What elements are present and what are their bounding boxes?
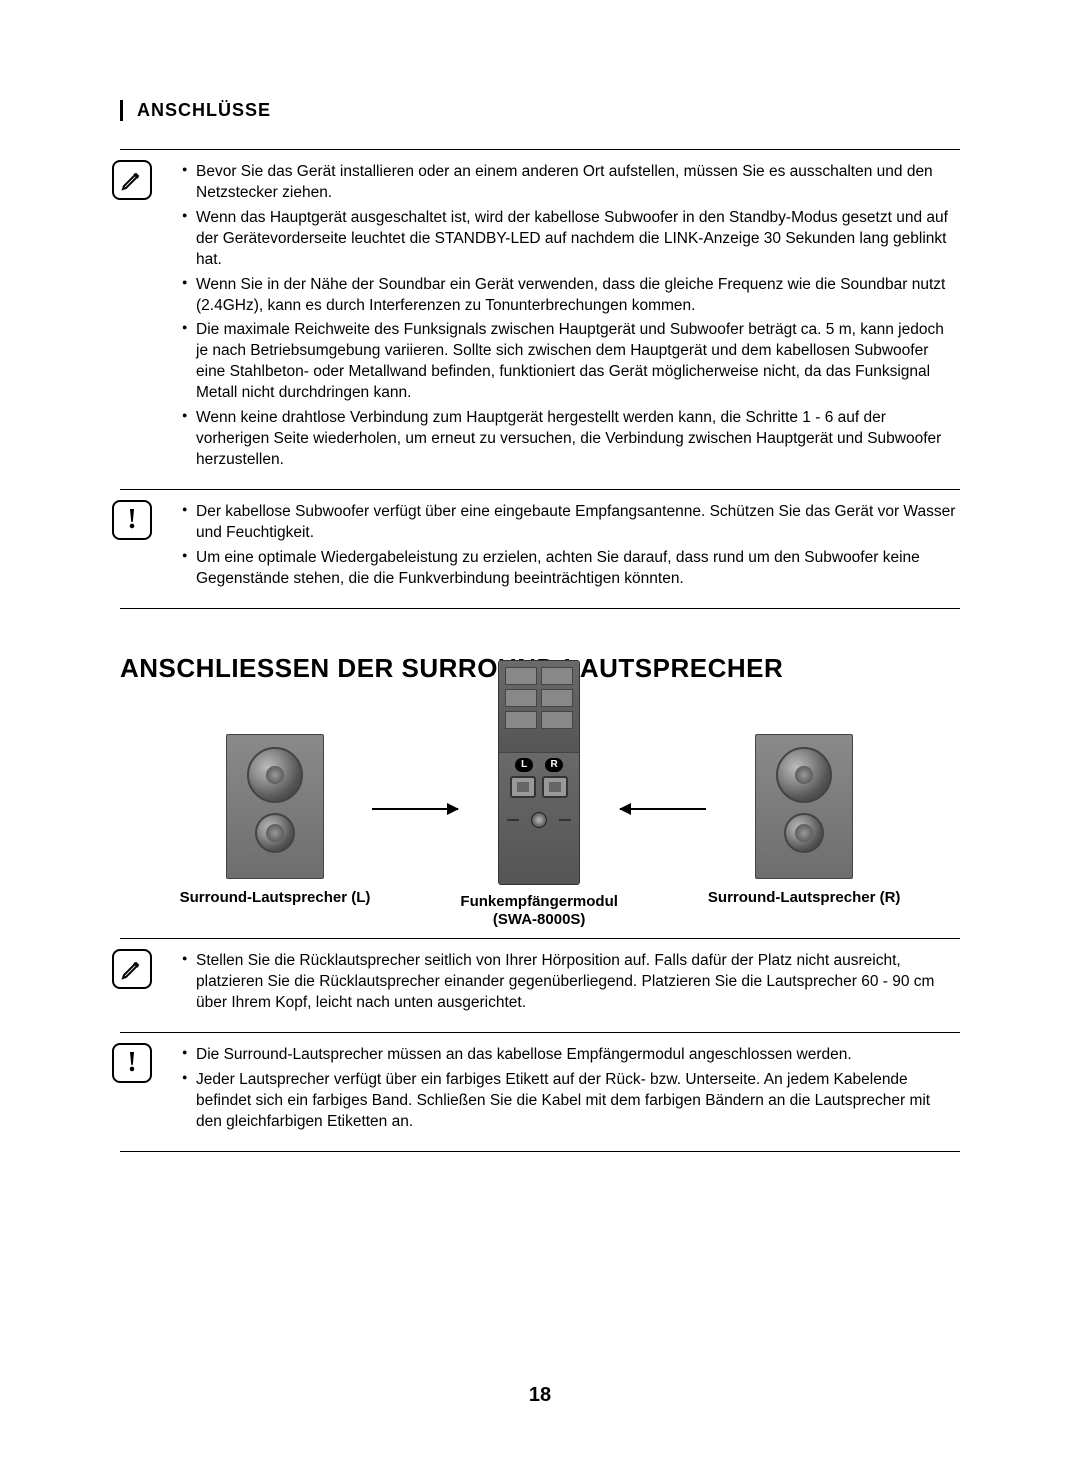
speaker-driver-small (255, 813, 295, 853)
receiver-module: L R Funkempfängermodul (SWA-8000S) (460, 660, 618, 931)
module-label-line2: (SWA-8000S) (493, 911, 586, 928)
speaker-box-right (755, 734, 853, 879)
speaker-right: Surround-Lautsprecher (R) (708, 734, 901, 906)
section-header: ANSCHLÜSSE (120, 100, 960, 121)
list-item: Der kabellose Subwoofer verfügt über ein… (182, 502, 960, 544)
dash-icon (559, 819, 571, 821)
list-item: Wenn keine drahtlose Verbindung zum Haup… (182, 408, 960, 471)
page-number: 18 (0, 1384, 1080, 1407)
module-label: Funkempfängermodul (SWA-8000S) (460, 893, 618, 931)
note-block-caution-2: ! Die Surround-Lautsprecher müssen an da… (120, 1033, 960, 1152)
pencil-icon (112, 949, 152, 989)
section-title: ANSCHLÜSSE (137, 100, 960, 121)
speaker-driver-small (784, 813, 824, 853)
note-list-3: Stellen Sie die Rücklautsprecher seitlic… (182, 951, 960, 1014)
module-label-line1: Funkempfängermodul (460, 893, 618, 910)
arrow-module-to-right (620, 808, 706, 810)
caution-icon: ! (112, 1043, 152, 1083)
speaker-left-label: Surround-Lautsprecher (L) (180, 889, 371, 906)
module-lr-labels: L R (499, 753, 579, 774)
caution-icon: ! (112, 500, 152, 540)
list-item: Stellen Sie die Rücklautsprecher seitlic… (182, 951, 960, 1014)
list-item: Um eine optimale Wiedergabeleistung zu e… (182, 548, 960, 590)
pencil-icon (112, 160, 152, 200)
arrow-left-to-module (372, 808, 458, 810)
note-list-1: Bevor Sie das Gerät installieren oder an… (182, 162, 960, 471)
list-item: Bevor Sie das Gerät installieren oder an… (182, 162, 960, 204)
module-hole (531, 812, 547, 828)
module-mid (499, 800, 579, 840)
module-l-badge: L (515, 758, 533, 772)
speaker-left: Surround-Lautsprecher (L) (180, 734, 371, 906)
speaker-driver (247, 747, 303, 803)
module-jacks (499, 774, 579, 800)
speaker-driver (776, 747, 832, 803)
jack-right (542, 776, 568, 798)
list-item: Die maximale Reichweite des Funksignals … (182, 320, 960, 404)
note-block-pencil-2: Stellen Sie die Rücklautsprecher seitlic… (120, 938, 960, 1033)
note-list-2: Der kabellose Subwoofer verfügt über ein… (182, 502, 960, 590)
list-item: Wenn Sie in der Nähe der Soundbar ein Ge… (182, 275, 960, 317)
connection-diagram: Surround-Lautsprecher (L) L R (120, 710, 960, 931)
dash-icon (507, 819, 519, 821)
speaker-right-label: Surround-Lautsprecher (R) (708, 889, 901, 906)
note-list-4: Die Surround-Lautsprecher müssen an das … (182, 1045, 960, 1133)
list-item: Wenn das Hauptgerät ausgeschaltet ist, w… (182, 208, 960, 271)
note-block-pencil-1: Bevor Sie das Gerät installieren oder an… (120, 149, 960, 490)
module-r-badge: R (545, 758, 563, 772)
speaker-box-left (226, 734, 324, 879)
module-top-panel (499, 661, 579, 753)
module-box: L R (498, 660, 580, 885)
note-block-caution-1: ! Der kabellose Subwoofer verfügt über e… (120, 490, 960, 609)
jack-left (510, 776, 536, 798)
list-item: Die Surround-Lautsprecher müssen an das … (182, 1045, 960, 1066)
list-item: Jeder Lautsprecher verfügt über ein farb… (182, 1070, 960, 1133)
